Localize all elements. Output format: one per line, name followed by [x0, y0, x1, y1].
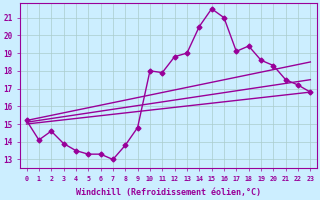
X-axis label: Windchill (Refroidissement éolien,°C): Windchill (Refroidissement éolien,°C)	[76, 188, 261, 197]
